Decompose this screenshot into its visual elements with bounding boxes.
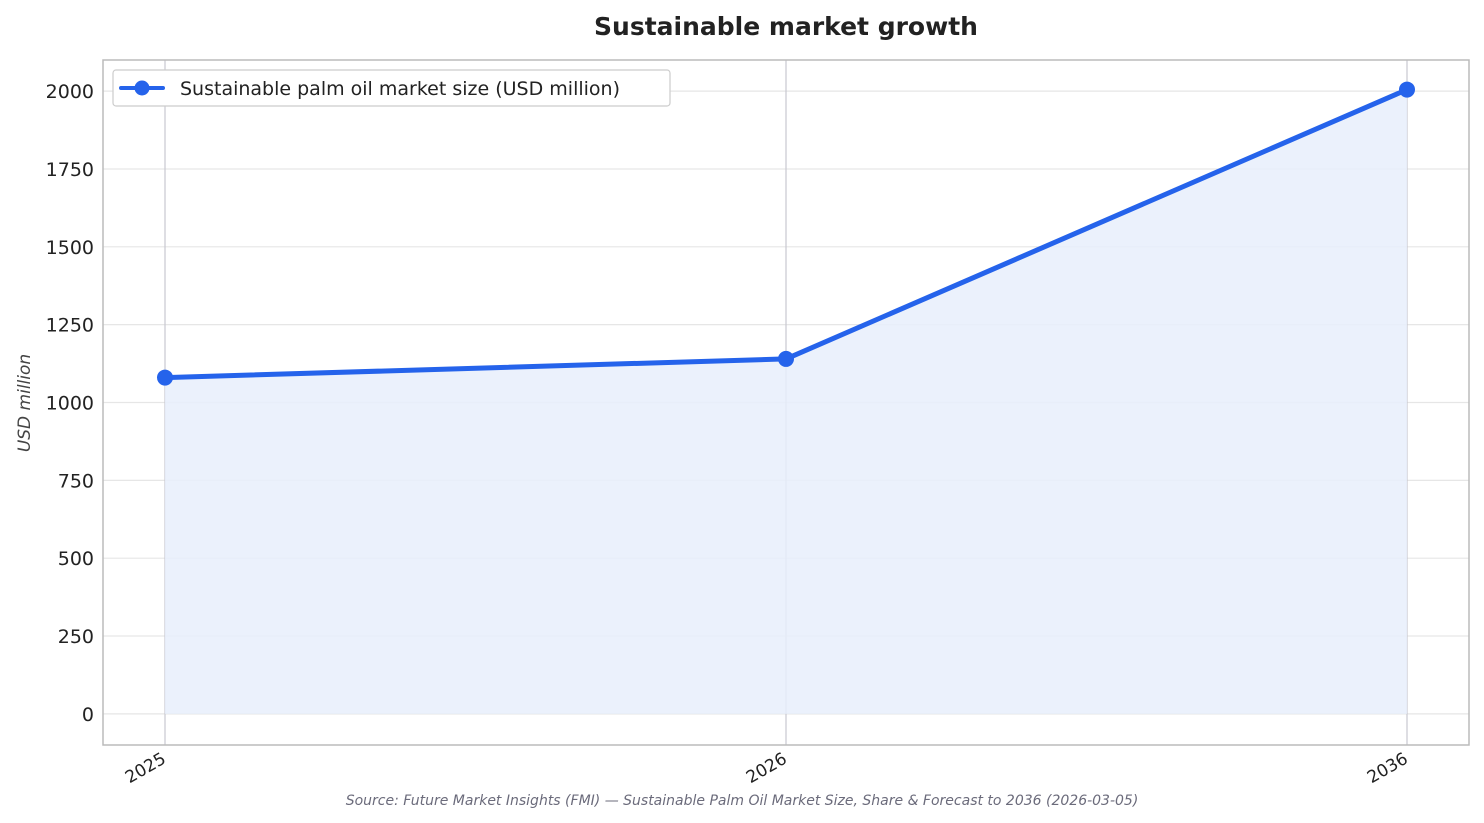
y-tick-label: 1000: [46, 393, 94, 415]
legend-marker: [134, 80, 150, 96]
data-point-2025: [157, 369, 173, 386]
data-point-2036: [1399, 81, 1415, 98]
plot-frame: [102, 59, 1470, 746]
y-tick-label: 1500: [46, 237, 94, 259]
chart-title: Sustainable market growth: [594, 12, 978, 41]
y-tick-label: 1250: [46, 315, 94, 337]
x-axis-ticks: 2025 2026 2036: [122, 749, 1411, 788]
y-tick-label: 1750: [46, 159, 94, 181]
y-tick-label: 500: [58, 548, 94, 570]
source-note: Source: Future Market Insights (FMI) — S…: [346, 793, 1139, 809]
x-tick-label: 2036: [1364, 749, 1411, 788]
legend-box: [112, 69, 671, 107]
x-tick-label: 2026: [743, 749, 790, 788]
y-tick-label: 2000: [46, 81, 94, 103]
data-point-2026: [778, 350, 794, 367]
series-area-fill: [165, 89, 1407, 714]
legend: Sustainable palm oil market size (USD mi…: [112, 69, 671, 107]
marker-layer: [157, 81, 1415, 386]
area-layer: [165, 89, 1407, 714]
y-tick-label: 750: [58, 470, 94, 492]
y-tick-label: 250: [58, 626, 94, 648]
y-tick-label: 0: [82, 704, 94, 726]
legend-label: Sustainable palm oil market size (USD mi…: [180, 78, 620, 100]
x-tick-label: 2025: [122, 749, 169, 788]
y-axis-label: USD million: [15, 354, 35, 452]
y-axis-ticks: 0 250 500 750 1000 1250 1500 1750 2000: [46, 81, 94, 726]
